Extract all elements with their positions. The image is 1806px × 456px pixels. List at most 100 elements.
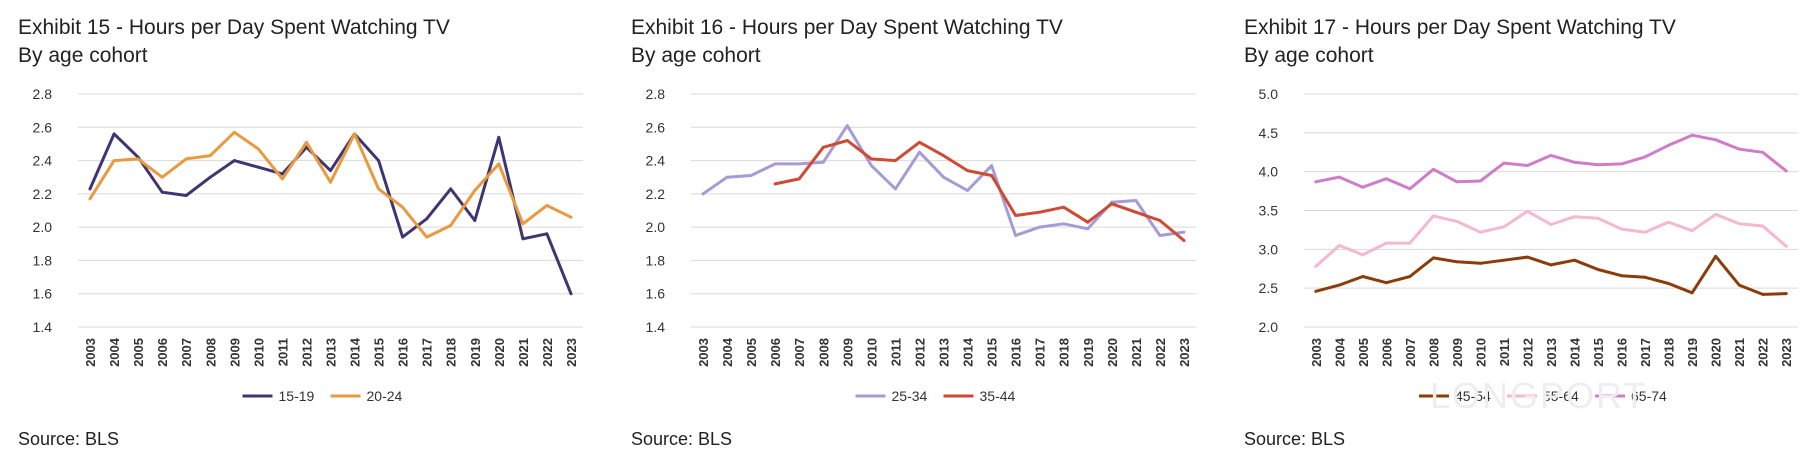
data-point (1690, 291, 1694, 295)
x-tick-label: 2007 (179, 338, 194, 367)
x-tick-label: 2015 (372, 338, 387, 367)
y-tick-label: 3.5 (1259, 203, 1279, 219)
series-line-15-19 (88, 132, 573, 296)
x-tick-label: 2014 (348, 337, 363, 367)
series-line-35-44 (773, 139, 1186, 242)
x-tick-label: 2020 (1105, 338, 1120, 367)
data-point (1596, 216, 1600, 220)
y-tick-label: 2.6 (646, 119, 666, 135)
x-tick-label: 2013 (1544, 338, 1559, 367)
chart-source: Source: BLS (1244, 429, 1346, 449)
series-line-45-54 (1314, 254, 1788, 296)
data-point (305, 145, 308, 149)
x-tick-label: 2005 (1356, 338, 1371, 367)
data-point (918, 150, 921, 154)
data-point (1667, 220, 1670, 224)
data-point (1502, 258, 1506, 262)
x-tick-label: 2021 (1129, 338, 1144, 367)
x-tick-label: 2021 (1732, 338, 1747, 367)
data-point (184, 194, 188, 197)
y-tick-label: 2.4 (33, 153, 53, 169)
data-point (1408, 275, 1412, 278)
data-point (701, 192, 705, 196)
data-point (1314, 265, 1318, 268)
data-point (1761, 150, 1765, 154)
data-point (1337, 283, 1341, 287)
chart-panel-exhibit-17: Exhibit 17 - Hours per Day Spent Watchin… (1226, 0, 1806, 456)
data-point (1432, 167, 1435, 171)
data-point (990, 174, 993, 177)
x-tick-label: 2005 (744, 338, 759, 367)
data-point (353, 132, 356, 136)
data-point (1182, 230, 1186, 234)
y-tick-label: 4.0 (1259, 164, 1279, 180)
data-point (449, 224, 453, 227)
y-tick-label: 1.4 (33, 319, 53, 335)
data-point (1643, 230, 1647, 234)
data-point (1432, 214, 1435, 218)
data-point (1314, 180, 1318, 184)
data-point (1361, 275, 1365, 278)
data-point (1761, 293, 1765, 296)
y-tick-label: 4.5 (1259, 125, 1279, 141)
data-point (1014, 234, 1017, 237)
x-tick-label: 2011 (888, 338, 903, 366)
data-point (1784, 169, 1788, 173)
x-tick-label: 2022 (1153, 338, 1168, 367)
data-point (425, 217, 429, 221)
chart-panel-exhibit-15: Exhibit 15 - Hours per Day Spent Watchin… (0, 0, 600, 456)
x-tick-label: 2020 (1709, 338, 1724, 367)
x-tick-label: 2009 (840, 338, 855, 367)
data-point (545, 204, 549, 207)
data-point (1620, 274, 1623, 278)
line-chart: 2.8 2.6 2.4 2.2 2.0 1.8 1.6 1.4 2003 2004 2005 2006… (33, 86, 583, 404)
y-tick-label: 2.0 (646, 219, 666, 235)
data-point (1573, 215, 1576, 219)
data-point (1643, 275, 1647, 279)
data-point (521, 222, 525, 226)
line-chart: 5.0 4.5 4.0 3.5 3.0 2.5 2.0 2003 2004 2005 2006 200… (1259, 86, 1798, 404)
chart-panel-exhibit-16: Exhibit 16 - Hours per Day Spent Watchin… (613, 0, 1213, 456)
chart-subtitle: By age cohort (18, 44, 148, 67)
data-point (966, 189, 969, 192)
data-point (1337, 175, 1341, 179)
data-point (545, 232, 549, 236)
data-point (160, 175, 164, 179)
x-tick-label: 2010 (864, 338, 879, 367)
data-point (1526, 209, 1529, 213)
y-tick-label: 1.6 (646, 286, 666, 302)
data-point (1455, 220, 1459, 223)
x-tick-label: 2012 (1520, 338, 1535, 367)
data-point (1455, 260, 1459, 264)
data-point (845, 124, 849, 127)
data-point (257, 165, 260, 169)
data-point (773, 162, 777, 166)
legend-label: 25-34 (892, 388, 928, 404)
data-point (1737, 147, 1741, 151)
data-point (1408, 187, 1412, 191)
data-point (1714, 213, 1718, 216)
x-tick-label: 2011 (1497, 338, 1512, 366)
x-tick-label: 2023 (1177, 338, 1192, 367)
x-tick-label: 2003 (1309, 338, 1324, 367)
data-point (749, 174, 753, 177)
data-point (797, 162, 801, 166)
data-point (377, 187, 380, 191)
legend-label: 35-44 (980, 388, 1016, 404)
legend-label: 55-64 (1543, 388, 1579, 404)
data-point (1714, 254, 1718, 258)
series-line-65-74 (1314, 133, 1788, 191)
chart-subtitle: By age cohort (631, 44, 761, 67)
data-point (1314, 289, 1318, 293)
data-point (1384, 281, 1388, 285)
data-point (1134, 210, 1138, 214)
y-tick-label: 2.4 (646, 153, 666, 169)
x-tick-label: 2008 (816, 338, 831, 367)
y-tick-label: 2.5 (1259, 280, 1279, 296)
data-point (232, 159, 236, 163)
x-tick-label: 2011 (275, 338, 290, 366)
legend-label: 20-24 (367, 388, 403, 404)
x-tick-label: 2006 (155, 338, 170, 367)
x-tick-label: 2012 (299, 338, 314, 367)
data-point (1014, 214, 1017, 217)
